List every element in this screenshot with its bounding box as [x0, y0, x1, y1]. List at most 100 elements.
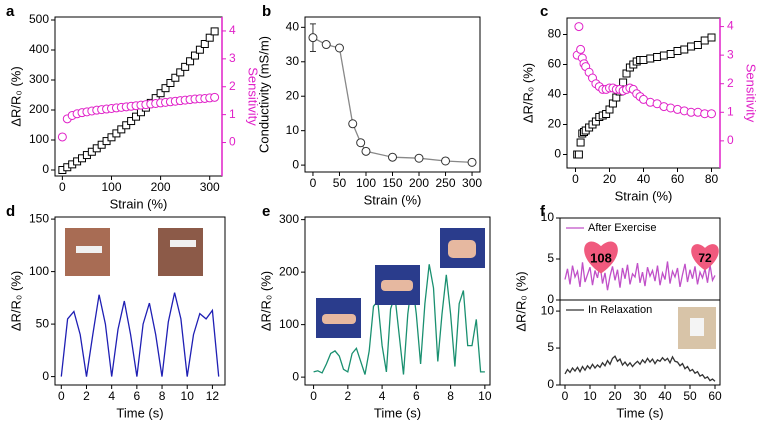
panel: 0 5 10 0 10 20 30 40 50 60 Time (s) In Relaxation	[541, 299, 722, 420]
x-tick-label: 8	[159, 389, 166, 403]
y-tick-label: 80	[548, 27, 562, 41]
x-tick-label: 80	[705, 172, 719, 186]
y-tick-label: 50	[36, 316, 50, 330]
marker	[171, 73, 180, 82]
y-axis-label: ΔR/R₀ (%)	[258, 271, 273, 331]
x-tick-label: 8	[447, 389, 454, 403]
x-tick-label: 60	[671, 172, 685, 186]
marker	[186, 57, 195, 66]
panel-label: d	[6, 203, 15, 220]
insets: 108 72	[65, 228, 719, 349]
y-tick-label: 40	[286, 20, 300, 34]
marker	[639, 56, 648, 64]
panel: e 0 100 200 300 0 2 4 6 8 10 Time (s) ΔR/R₀ (%)	[258, 203, 491, 420]
x-tick-label: 300	[200, 180, 220, 194]
marker	[112, 129, 121, 138]
y-axis-label: ΔR/R₀ (%)	[8, 271, 23, 331]
annotation: 108	[590, 250, 612, 265]
inset-finger	[448, 240, 476, 258]
panel: f 0 5 10 ΔR/R₀ (%) After Exercise	[513, 203, 721, 332]
y-axis-label: Conductivity (mS/m)	[256, 36, 271, 153]
y-tick-label: 0	[42, 162, 49, 176]
y-tick-label: 300	[279, 212, 299, 226]
marker	[574, 22, 584, 32]
x-tick-label: 6	[413, 389, 420, 403]
y-tick-label: 300	[29, 72, 49, 86]
marker	[181, 62, 190, 71]
x-tick-label: 2	[344, 389, 351, 403]
y-tick-label: 200	[279, 264, 299, 278]
marker	[132, 112, 141, 121]
plot-frame	[566, 17, 721, 169]
panel-label: e	[262, 203, 270, 220]
marker	[467, 157, 477, 167]
marker	[574, 150, 583, 159]
marker	[190, 51, 199, 60]
marker	[687, 42, 696, 51]
panel-label: f	[540, 203, 546, 220]
marker	[205, 33, 214, 42]
x-tick-label: 100	[101, 180, 121, 194]
legend-label: After Exercise	[588, 222, 656, 234]
marker	[308, 33, 318, 43]
y-tick-label: 0	[292, 369, 299, 383]
marker	[57, 132, 67, 142]
y-tick-label: 20	[286, 88, 300, 102]
x-tick-label: 150	[382, 176, 402, 190]
y2-tick-label: 1	[727, 104, 734, 118]
y2-tick-label: 2	[229, 79, 236, 93]
inset-sensor	[690, 318, 704, 336]
marker	[646, 54, 655, 63]
x-axis-label: Strain (%)	[615, 188, 673, 203]
x-tick-label: 40	[637, 172, 651, 186]
x-tick-label: 50	[333, 176, 347, 190]
panel: d 0 50 100 150 0 2 4 6 8 10 12 Time (s) ΔR/R₀ (%)	[6, 203, 226, 420]
x-tick-label: 60	[708, 389, 722, 403]
y-tick-label: 40	[548, 87, 562, 101]
y-tick-label: 0	[554, 147, 561, 161]
plot-frame	[54, 216, 226, 386]
y2-tick-label: 2	[727, 76, 734, 90]
y-tick-label: 500	[29, 12, 49, 26]
inset-sensor	[76, 246, 102, 253]
x-tick-label: 20	[603, 172, 617, 186]
y2-tick-label: 3	[727, 47, 734, 61]
y-tick-label: 10	[541, 210, 555, 224]
x-tick-label: 4	[108, 389, 115, 403]
marker	[161, 84, 170, 93]
y-tick-label: 100	[279, 317, 299, 331]
y-tick-label: 20	[548, 117, 562, 131]
marker	[117, 125, 126, 134]
marker	[693, 41, 702, 49]
marker	[388, 152, 397, 162]
marker	[680, 45, 689, 54]
y-tick-label: 100	[29, 132, 49, 146]
y-tick-label: 10	[541, 303, 555, 317]
marker	[576, 44, 586, 54]
marker	[176, 68, 185, 77]
inset-sensor	[170, 240, 196, 247]
panel-label: c	[540, 3, 548, 20]
marker	[210, 27, 219, 36]
marker	[200, 40, 209, 48]
panel: a 0 100 200 300 400 500 0 1 2 3 4 0 100 200 300 Strain (…	[6, 3, 261, 211]
x-tick-label: 10	[181, 389, 195, 403]
x-tick-label: 0	[58, 389, 65, 403]
y-tick-label: 200	[29, 102, 49, 116]
y2-axis-label: Sensitivity	[744, 64, 759, 123]
y-tick-label: 60	[548, 57, 562, 71]
plot-frame	[304, 16, 481, 173]
data-line	[564, 261, 716, 291]
marker	[334, 43, 344, 53]
x-tick-label: 40	[658, 389, 672, 403]
y-tick-label: 150	[29, 211, 49, 225]
x-tick-label: 30	[633, 389, 647, 403]
marker	[356, 138, 366, 148]
marker	[210, 92, 220, 102]
y-tick-label: 100	[29, 264, 49, 278]
x-tick-label: 4	[379, 389, 386, 403]
x-tick-label: 100	[356, 176, 376, 190]
x-tick-label: 300	[462, 176, 482, 190]
